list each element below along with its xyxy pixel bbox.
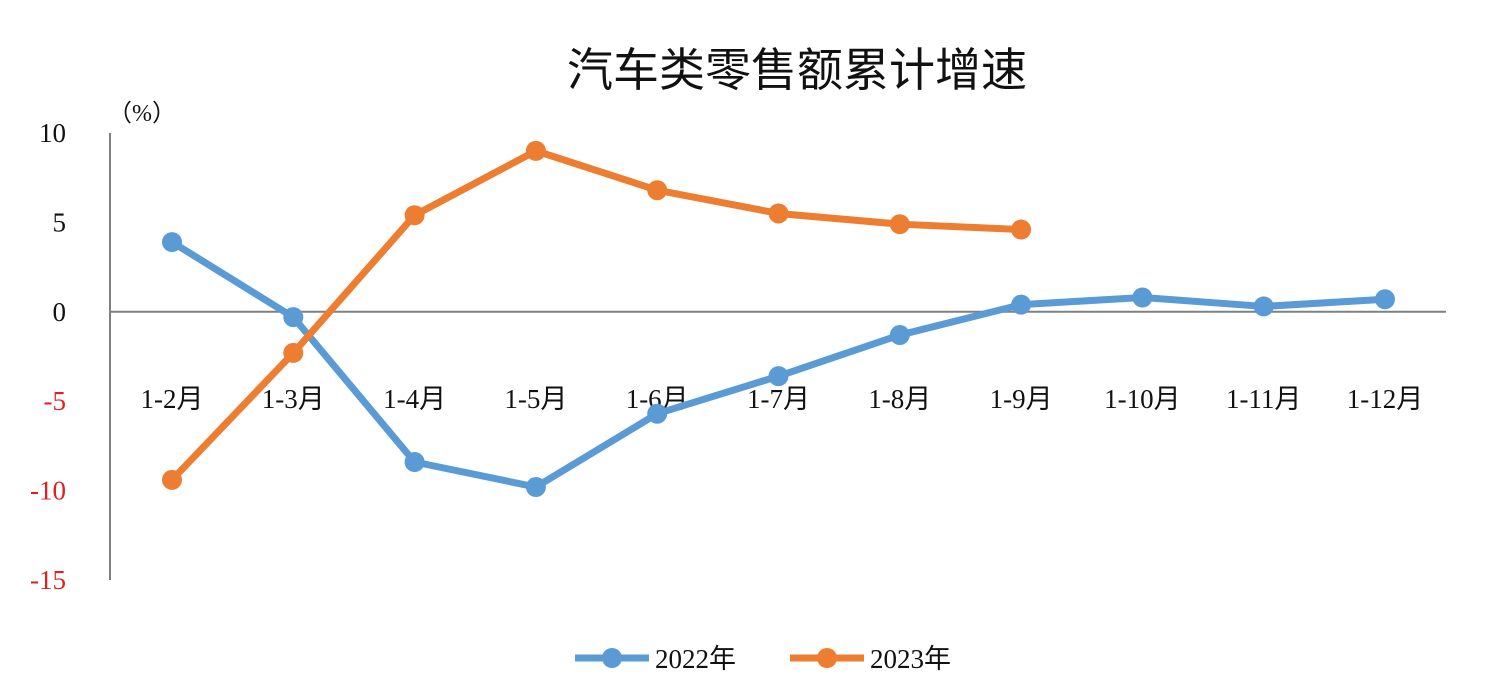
x-tick-label: 1-11月 xyxy=(1226,384,1302,414)
x-tick-label: 1-2月 xyxy=(141,384,204,414)
data-point xyxy=(283,307,304,328)
x-tick-label: 1-10月 xyxy=(1104,384,1181,414)
y-tick-label: -15 xyxy=(30,565,66,595)
y-tick-label: 10 xyxy=(39,118,66,148)
data-point xyxy=(647,180,668,201)
data-point xyxy=(768,366,789,387)
x-tick-label: 1-8月 xyxy=(868,384,931,414)
x-tick-labels: 1-2月 1-3月 1-4月 1-5月 1-6月 1-7月 1-8月 1-9月 1-10月 1-1… xyxy=(141,384,1424,414)
series-1 xyxy=(162,232,1395,498)
x-tick-label: 1-9月 xyxy=(990,384,1053,414)
legend-label: 2022年 xyxy=(655,644,736,674)
data-point xyxy=(404,205,425,226)
y-tick-label: 0 xyxy=(53,297,67,327)
data-point xyxy=(647,403,668,424)
x-tick-label: 1-3月 xyxy=(262,384,325,414)
data-point xyxy=(283,342,304,363)
data-point xyxy=(162,469,182,490)
y-tick-label: 5 xyxy=(53,207,67,237)
series-2 xyxy=(162,140,1032,490)
series-layer xyxy=(162,140,1395,498)
legend-item: 2023年 xyxy=(790,644,951,674)
legend-swatch-marker xyxy=(817,648,837,668)
data-point xyxy=(525,140,546,161)
data-point xyxy=(525,477,546,498)
legend-swatch-marker xyxy=(602,648,622,668)
data-point xyxy=(1375,289,1395,310)
data-point xyxy=(162,232,182,253)
data-point xyxy=(1253,296,1274,317)
chart-title: 汽车类零售额累计增速 xyxy=(567,43,1027,97)
axes xyxy=(109,133,1446,580)
data-point xyxy=(1132,287,1153,308)
y-tick-label: -10 xyxy=(30,476,66,506)
legend-label: 2023年 xyxy=(870,644,951,674)
y-tick-labels: 10 5 0 -5 -10 -15 xyxy=(30,118,66,595)
data-point xyxy=(768,203,789,224)
legend-item: 2022年 xyxy=(575,644,736,674)
y-tick-label: -5 xyxy=(44,386,67,416)
x-tick-label: 1-5月 xyxy=(504,384,567,414)
data-point xyxy=(404,451,425,472)
series-line xyxy=(168,147,1025,484)
x-tick-label: 1-4月 xyxy=(383,384,446,414)
x-tick-label: 1-12月 xyxy=(1347,384,1424,414)
data-point xyxy=(889,214,910,235)
data-point xyxy=(889,325,910,346)
data-point xyxy=(1011,294,1032,315)
data-point xyxy=(1011,219,1032,240)
x-tick-label: 1-7月 xyxy=(747,384,810,414)
legend: 2022年 2023年 xyxy=(575,644,951,674)
y-axis-unit-label: （%） xyxy=(108,101,176,127)
